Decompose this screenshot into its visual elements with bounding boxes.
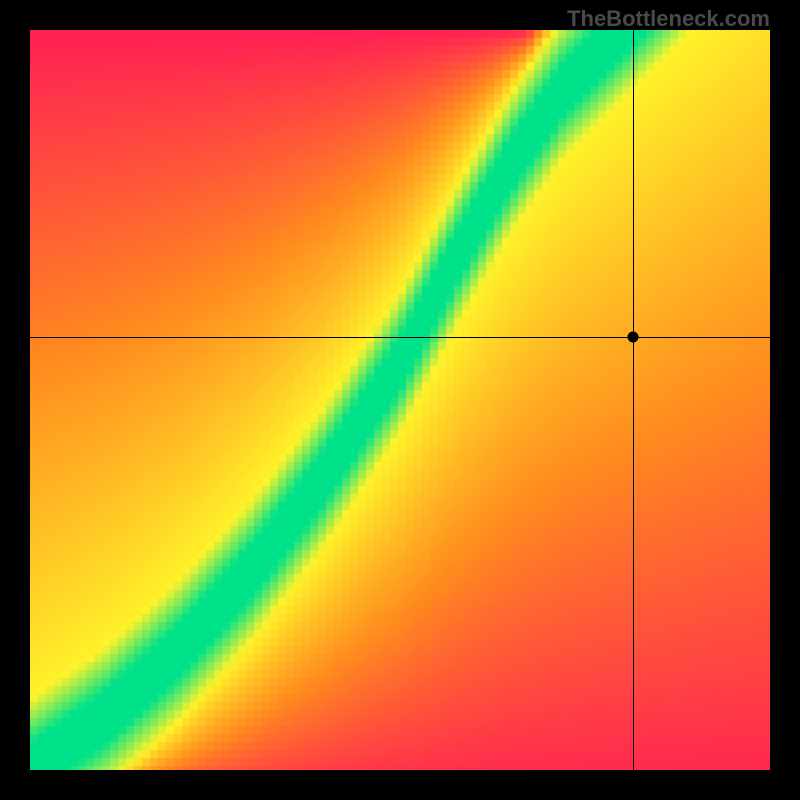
chart-container: TheBottleneck.com: [0, 0, 800, 800]
crosshair-horizontal: [30, 337, 770, 338]
plot-area: [30, 30, 770, 770]
heatmap-canvas: [30, 30, 770, 770]
crosshair-marker: [628, 332, 639, 343]
crosshair-vertical: [633, 30, 634, 770]
watermark-text: TheBottleneck.com: [567, 6, 770, 32]
